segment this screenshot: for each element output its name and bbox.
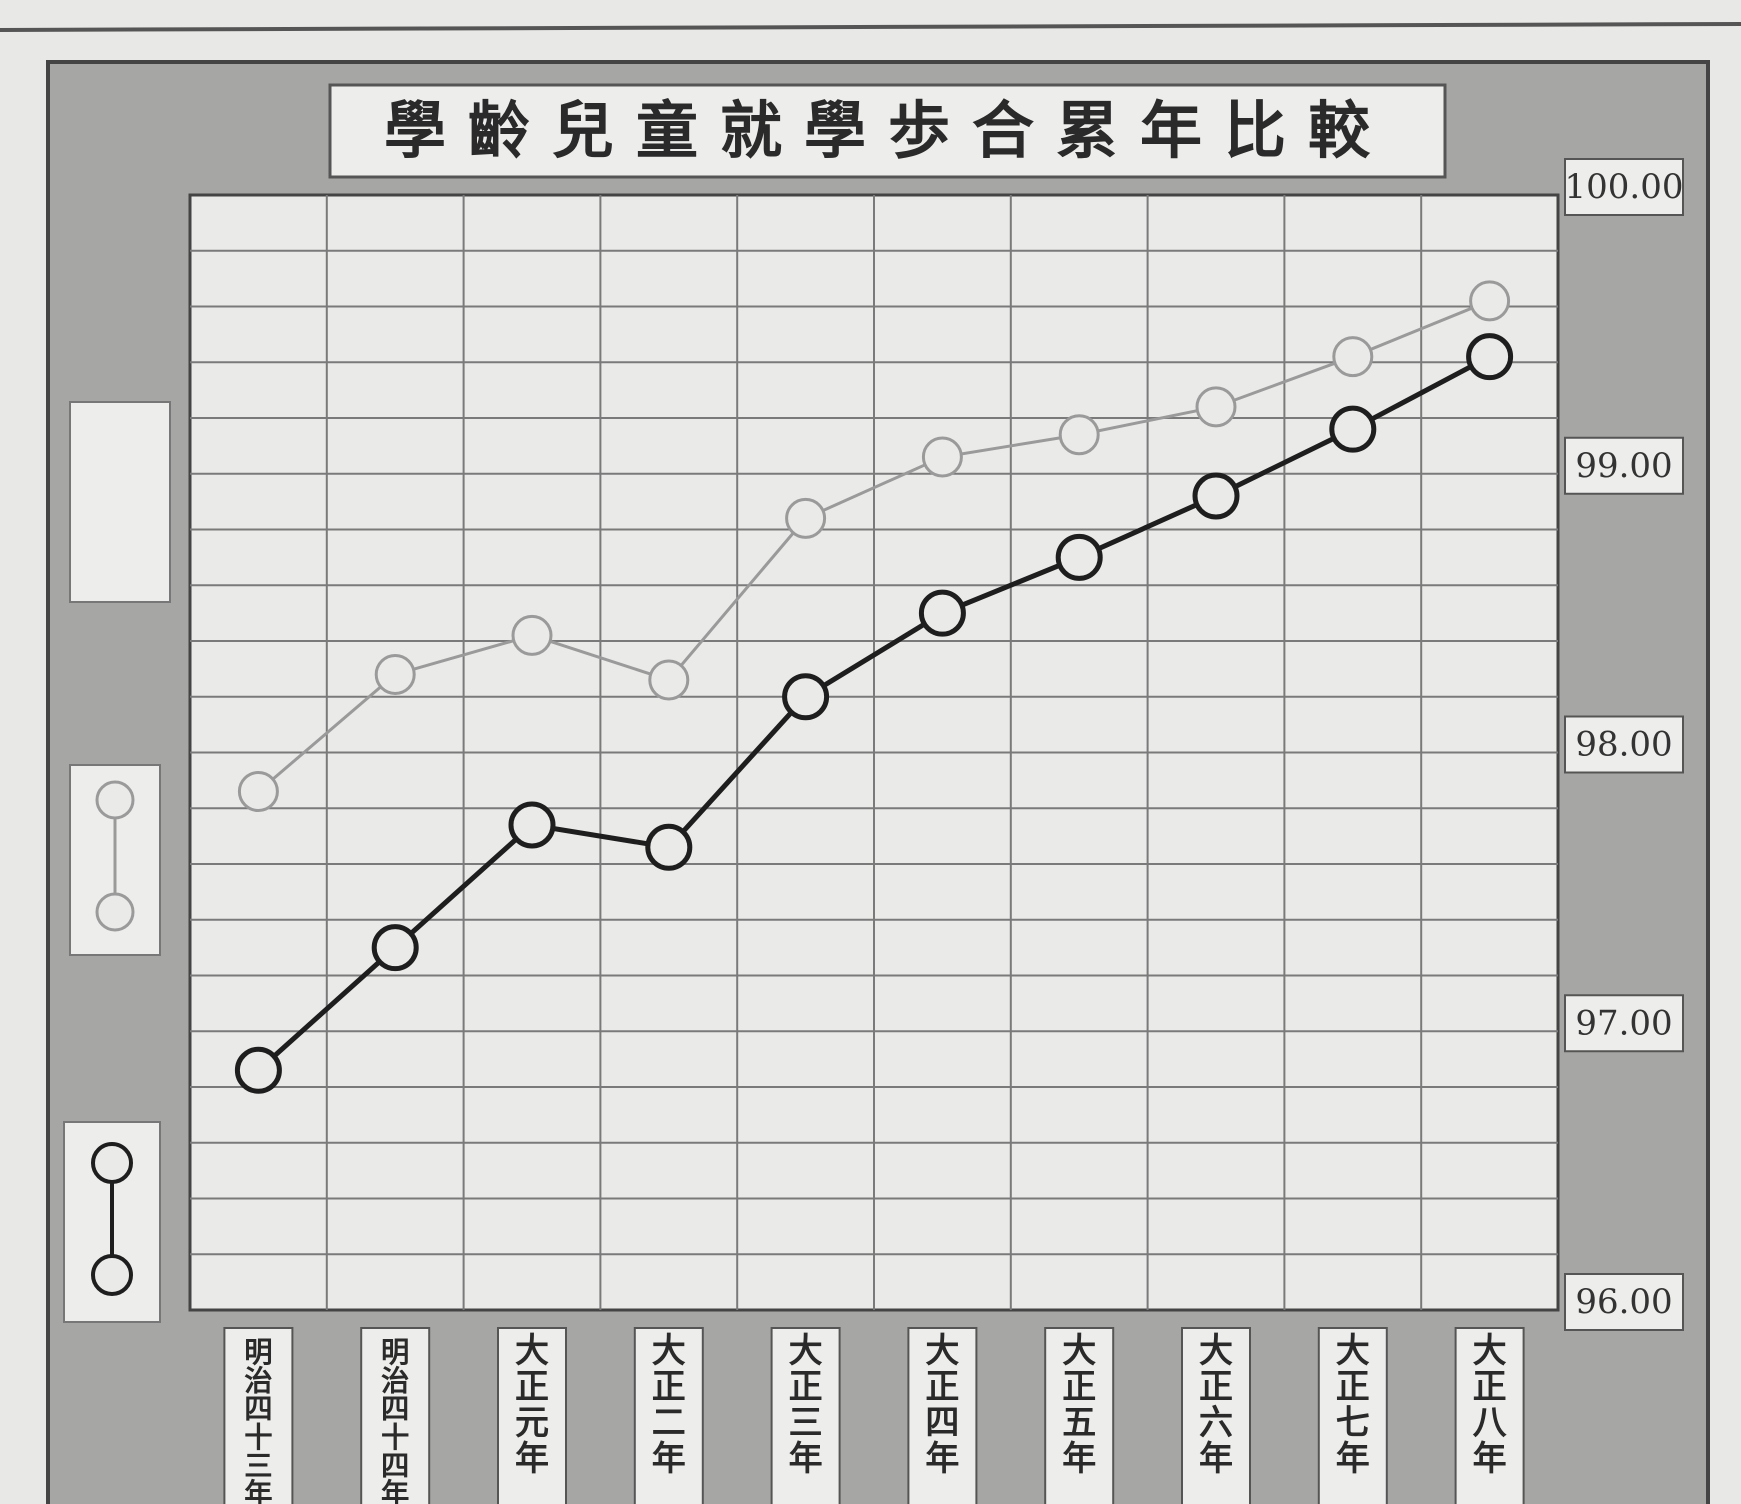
y-tick-label: 99.00 (1575, 446, 1672, 486)
x-tick-label: 大正二年 (652, 1331, 686, 1479)
legend-dark-series (63, 1121, 161, 1323)
series-faint-point (1332, 336, 1374, 378)
y-tick-box (1564, 1273, 1684, 1331)
x-tick: 明治四十三年 (223, 1327, 294, 1504)
series-faint-point (1195, 386, 1237, 428)
series-faint (237, 280, 1511, 813)
y-tick-box (1564, 158, 1684, 216)
y-axis: 100.00 99.00 98.00 97.00 96.00 (1564, 158, 1684, 1331)
x-tick: 大正五年 (1044, 1327, 1115, 1504)
x-tick-label: 大正八年 (1473, 1331, 1508, 1479)
x-tick-label: 明治四十三年 (244, 1335, 272, 1504)
x-tick-label: 大正四年 (925, 1331, 959, 1479)
x-tick-box (497, 1327, 567, 1504)
y-tick-label: 97.00 (1575, 1003, 1672, 1043)
legend-dark-marker-bottom (91, 1254, 133, 1296)
legend-dark-marker-top (91, 1142, 133, 1184)
series-dark-point (918, 589, 966, 637)
series-dark-point (371, 924, 419, 972)
title-box (328, 83, 1447, 179)
x-tick-label: 大正元年 (515, 1331, 549, 1479)
x-tick-box (1454, 1327, 1525, 1504)
x-tick-box (1181, 1327, 1251, 1504)
series-dark-point (508, 801, 556, 849)
legend-faint-series (69, 764, 161, 956)
x-tick: 明治四十四年 (360, 1327, 431, 1504)
x-tick-label: 大正五年 (1062, 1331, 1096, 1479)
x-tick-label: 大正六年 (1199, 1331, 1233, 1479)
chart-title: 學齡兒童就學歩合累年比較 (384, 94, 1392, 167)
x-tick: 大正七年 (1317, 1327, 1388, 1504)
x-tick: 大正四年 (907, 1327, 978, 1504)
x-tick-box (633, 1327, 704, 1504)
series-dark-point (645, 823, 693, 871)
y-tick: 99.00 (1564, 436, 1684, 495)
top-rule (0, 22, 1741, 32)
y-tick-box (1564, 994, 1684, 1053)
series-faint-point (921, 436, 963, 478)
y-tick: 96.00 (1564, 1273, 1684, 1331)
y-tick: 97.00 (1564, 994, 1684, 1053)
x-tick: 大正六年 (1181, 1327, 1251, 1504)
series-dark-point (1329, 405, 1377, 453)
y-tick-box (1564, 436, 1684, 495)
series-faint-point (374, 653, 416, 695)
legend-faint-marker-bottom (95, 892, 135, 932)
series-layer (234, 280, 1514, 1094)
x-tick: 大正二年 (633, 1327, 704, 1504)
series-dark-line (256, 354, 1491, 1073)
x-tick-label: 明治四十四年 (381, 1335, 409, 1504)
series-dark (234, 333, 1514, 1094)
series-dark-point (782, 673, 830, 721)
x-tick-box (770, 1327, 841, 1504)
legend-faint-marker-top (95, 780, 135, 820)
y-tick-label: 98.00 (1575, 725, 1672, 765)
series-dark-point (234, 1046, 282, 1094)
x-axis: 明治四十三年 明治四十四年 大正元年 大正二年 大正三年 大正四年 大正五年 大正六年 大正七年… (223, 1327, 1525, 1504)
series-faint-line (257, 299, 1491, 793)
x-tick-label: 大正七年 (1336, 1331, 1370, 1479)
y-tick: 98.00 (1564, 715, 1684, 774)
series-faint-point (785, 497, 827, 539)
x-tick-box (1317, 1327, 1388, 1504)
series-faint-point (237, 771, 279, 813)
y-tick-label: 100.00 (1565, 167, 1684, 207)
x-tick-box (1044, 1327, 1115, 1504)
series-faint-point (1058, 414, 1100, 456)
legend-blank-box (69, 401, 171, 603)
x-tick-label: 大正三年 (789, 1331, 823, 1479)
series-faint-point (1469, 280, 1511, 322)
y-tick-box (1564, 715, 1684, 774)
x-tick-box (907, 1327, 978, 1504)
x-tick-box (223, 1327, 294, 1504)
y-tick-label: 96.00 (1575, 1282, 1672, 1322)
grid (190, 195, 1558, 1310)
series-faint-point (511, 614, 553, 656)
series-dark-point (1466, 333, 1514, 381)
series-dark-point (1192, 472, 1240, 520)
series-dark-point (1055, 533, 1103, 581)
y-tick: 100.00 (1564, 158, 1684, 216)
x-tick: 大正元年 (497, 1327, 567, 1504)
x-tick: 大正八年 (1454, 1327, 1525, 1504)
x-tick: 大正三年 (770, 1327, 841, 1504)
series-faint-point (648, 659, 690, 701)
x-tick-box (360, 1327, 431, 1504)
